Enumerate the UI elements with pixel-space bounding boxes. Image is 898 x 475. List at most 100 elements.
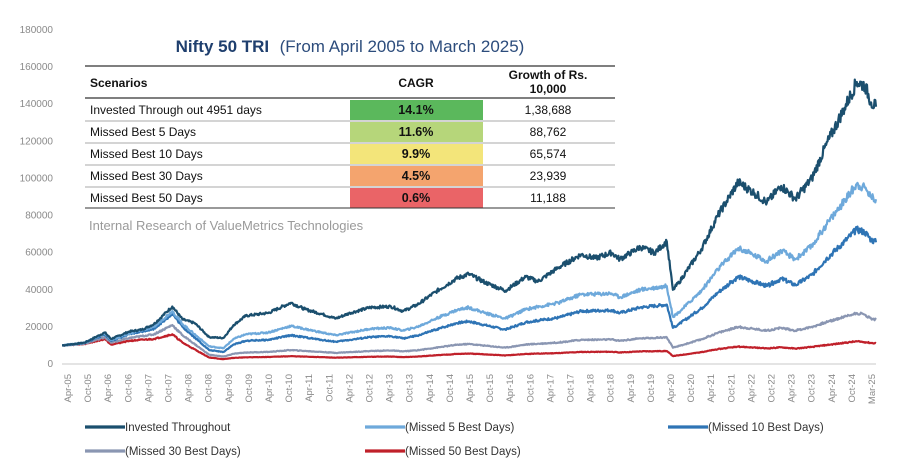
x-tick-label: Apr-06: [103, 374, 114, 403]
y-tick-label: 140000: [20, 99, 54, 110]
y-tick-label: 80000: [25, 211, 53, 222]
scenario-cell: Missed Best 50 Days: [90, 191, 203, 205]
x-tick-label: Apr-14: [425, 374, 436, 403]
legend-label: (Missed 30 Best Days): [125, 446, 241, 458]
cagr-cell-fill: [350, 144, 483, 164]
x-tick-label: Oct-10: [284, 374, 295, 403]
y-axis-ticks: 0 20000 40000 60000 80000 100000 120000 140000 1…: [20, 25, 54, 370]
cagr-cell-fill: [350, 122, 483, 142]
x-tick-label: Apr-23: [787, 374, 798, 403]
series-line-2: [61, 225, 878, 354]
series-line-3: [61, 311, 877, 358]
y-tick-label: 180000: [20, 25, 54, 36]
legend-item: (Missed 30 Best Days): [85, 446, 241, 458]
x-tick-label: Apr-09: [224, 374, 235, 403]
x-tick-label: Apr-18: [586, 374, 597, 403]
growth-cell: 65,574: [530, 147, 567, 161]
x-tick-label: Oct-12: [365, 374, 376, 403]
table-body: Invested Through out 4951 days 14.1% 1,38,…: [85, 100, 615, 208]
x-tick-label: Oct-11: [324, 374, 335, 402]
x-tick-label: Apr-21: [706, 374, 717, 403]
y-tick-label: 20000: [25, 322, 53, 333]
growth-cell: 11,188: [530, 191, 566, 205]
growth-cell: 1,38,688: [525, 103, 572, 117]
header-cagr: CAGR: [398, 76, 434, 90]
x-tick-label: Oct-16: [525, 374, 536, 403]
series-lines: [61, 78, 878, 361]
legend: Invested Throughout (Missed 5 Best Days) (…: [85, 422, 824, 458]
y-tick-label: 40000: [25, 285, 53, 296]
series-line-0: [61, 78, 878, 347]
x-tick-label: Apr-13: [385, 374, 396, 403]
y-tick-label: 60000: [25, 248, 53, 259]
x-tick-label: Apr-24: [827, 374, 838, 403]
header-scenarios: Scenarios: [90, 76, 148, 90]
watermark-text: Internal Research of ValueMetrics Techno…: [89, 218, 364, 233]
x-tick-label: Oct-09: [244, 374, 255, 403]
legend-item: (Missed 10 Best Days): [668, 422, 824, 434]
header-growth-line2: 10,000: [530, 82, 567, 96]
x-tick-label: Oct-13: [405, 374, 416, 403]
x-tick-label: Oct-05: [83, 374, 94, 403]
table-row: Missed Best 5 Days 11.6% 88,762: [85, 120, 615, 142]
scenario-cell: Missed Best 5 Days: [90, 125, 196, 139]
x-tick-label: Oct-17: [566, 374, 577, 403]
x-tick-label: Oct-23: [807, 374, 818, 403]
series-line-4: [61, 333, 877, 361]
growth-cell: 88,762: [530, 125, 567, 139]
x-tick-label: Oct-18: [606, 374, 617, 403]
x-tick-label: Oct-15: [485, 374, 496, 403]
cagr-cell: 0.6%: [402, 191, 431, 205]
cagr-cell-fill: [350, 166, 483, 186]
scenario-cell: Invested Through out 4951 days: [90, 103, 262, 117]
table-row: Invested Through out 4951 days 14.1% 1,38,…: [90, 100, 572, 120]
x-tick-label: Apr-10: [264, 374, 275, 403]
legend-label: (Missed 10 Best Days): [708, 422, 824, 434]
legend-item: (Missed 5 Best Days): [365, 422, 514, 434]
scenario-cell: Missed Best 10 Days: [90, 147, 203, 161]
x-tick-label: Oct-14: [445, 374, 456, 403]
x-tick-label: Apr-22: [746, 374, 757, 403]
x-tick-label: Apr-12: [344, 374, 355, 403]
cagr-cell: 4.5%: [402, 169, 431, 183]
x-tick-label: Apr-05: [63, 374, 74, 403]
cagr-table: Nifty 50 TRI (From April 2005 to March 2…: [85, 37, 615, 233]
x-tick-label: Oct-24: [847, 374, 858, 403]
x-tick-label: Apr-15: [465, 374, 476, 403]
table-row: Missed Best 50 Days 0.6% 11,188: [85, 186, 615, 208]
x-tick-label: Apr-08: [184, 374, 195, 403]
cagr-cell: 9.9%: [402, 147, 431, 161]
chart-title: Nifty 50 TRI (From April 2005 to March 2…: [176, 37, 525, 56]
x-axis-ticks: Apr-05 Oct-05 Apr-06 Oct-06 Apr-07 Oct-07 Apr-…: [63, 374, 878, 404]
x-tick-label: Oct-06: [123, 374, 134, 403]
legend-item: (Missed 50 Best Days): [365, 446, 521, 458]
x-tick-label: Apr-20: [666, 374, 677, 403]
legend-item: Invested Throughout: [85, 422, 231, 434]
y-tick-label: 160000: [20, 62, 54, 73]
cagr-cell: 11.6%: [399, 125, 434, 139]
growth-cell: 23,939: [530, 169, 567, 183]
table-row: Missed Best 30 Days 4.5% 23,939: [85, 164, 615, 186]
x-tick-label: Oct-20: [686, 374, 697, 403]
x-tick-label: Apr-17: [545, 374, 556, 403]
x-tick-label: Apr-07: [143, 374, 154, 403]
x-tick-label: Apr-11: [304, 374, 315, 402]
x-tick-label: Mar-25: [867, 374, 878, 404]
x-tick-label: Apr-16: [505, 374, 516, 403]
legend-label: (Missed 50 Best Days): [405, 446, 521, 458]
cagr-cell-fill: [350, 188, 483, 208]
x-tick-label: Oct-19: [646, 374, 657, 403]
cagr-cell: 14.1%: [398, 103, 433, 117]
x-tick-label: Apr-19: [626, 374, 637, 403]
legend-label: (Missed 5 Best Days): [405, 422, 514, 434]
x-tick-label: Oct-07: [164, 374, 175, 403]
cagr-cell-fill: [350, 100, 483, 120]
y-tick-label: 120000: [20, 136, 54, 147]
x-tick-label: Oct-08: [204, 374, 215, 403]
x-tick-label: Oct-21: [726, 374, 737, 403]
y-tick-label: 0: [47, 359, 53, 370]
header-growth-line1: Growth of Rs.: [509, 68, 588, 82]
legend-label: Invested Throughout: [125, 422, 231, 434]
table-row: Missed Best 10 Days 9.9% 65,574: [85, 142, 615, 164]
